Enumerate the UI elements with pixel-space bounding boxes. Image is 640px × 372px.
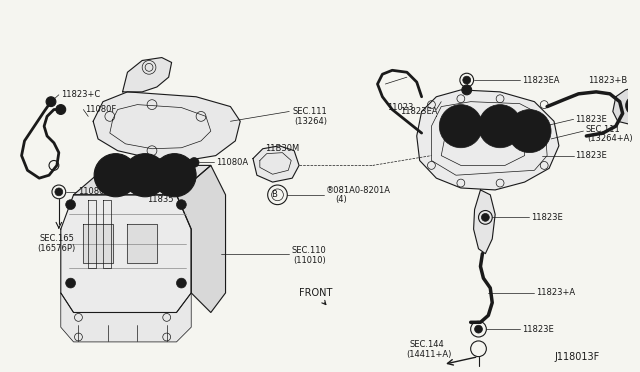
Circle shape: [463, 76, 470, 84]
Text: 11080FA: 11080FA: [79, 187, 115, 196]
Text: 11B30M: 11B30M: [265, 144, 299, 153]
Text: 11823E: 11823E: [522, 325, 554, 334]
Circle shape: [514, 115, 545, 147]
Text: 11080F: 11080F: [85, 105, 116, 114]
Text: SEC.111: SEC.111: [292, 107, 327, 116]
Text: (14411+A): (14411+A): [406, 350, 451, 359]
Circle shape: [56, 105, 66, 115]
Polygon shape: [417, 90, 559, 190]
Text: 11823+A: 11823+A: [536, 288, 575, 297]
Circle shape: [131, 160, 160, 190]
Circle shape: [160, 160, 189, 190]
Circle shape: [508, 109, 551, 153]
Text: 11823+C: 11823+C: [61, 90, 100, 99]
Polygon shape: [74, 166, 211, 195]
Circle shape: [475, 325, 483, 333]
Polygon shape: [127, 224, 157, 263]
Circle shape: [153, 154, 196, 197]
Circle shape: [66, 200, 76, 209]
Circle shape: [625, 96, 640, 115]
Text: J118013F: J118013F: [554, 352, 599, 362]
Circle shape: [479, 105, 522, 148]
Circle shape: [101, 160, 131, 190]
Text: SEC.144: SEC.144: [410, 340, 445, 349]
Circle shape: [439, 105, 483, 148]
Text: ®081A0-8201A: ®081A0-8201A: [326, 186, 390, 195]
Circle shape: [55, 188, 63, 196]
Text: SEC.165: SEC.165: [39, 234, 74, 243]
Text: 11823E: 11823E: [575, 115, 607, 124]
Circle shape: [462, 85, 472, 95]
Polygon shape: [93, 92, 240, 160]
Text: 11835: 11835: [147, 195, 173, 204]
Text: FRONT: FRONT: [299, 288, 332, 305]
Text: 11023: 11023: [387, 103, 413, 112]
Polygon shape: [152, 163, 188, 188]
Text: (16576P): (16576P): [37, 244, 76, 253]
Text: 11823EA: 11823EA: [522, 76, 559, 84]
Circle shape: [481, 214, 490, 221]
Circle shape: [46, 97, 56, 106]
Text: (13264): (13264): [294, 117, 327, 126]
Text: 11823E: 11823E: [575, 151, 607, 160]
Polygon shape: [177, 166, 225, 312]
Text: (4): (4): [335, 195, 347, 204]
Circle shape: [484, 110, 516, 142]
Circle shape: [177, 278, 186, 288]
Polygon shape: [83, 224, 113, 263]
Circle shape: [445, 110, 477, 142]
Circle shape: [124, 154, 166, 197]
Text: (13264+A): (13264+A): [588, 134, 633, 144]
Text: SEC.110: SEC.110: [291, 246, 326, 255]
Circle shape: [94, 154, 137, 197]
Text: 11823+B: 11823+B: [588, 76, 628, 84]
Text: 11080A: 11080A: [216, 158, 248, 167]
Polygon shape: [61, 293, 191, 342]
Polygon shape: [253, 146, 299, 182]
Circle shape: [189, 158, 199, 167]
Polygon shape: [123, 58, 172, 92]
Text: 11823EA: 11823EA: [400, 107, 438, 116]
Text: B: B: [271, 190, 278, 199]
Polygon shape: [613, 87, 640, 124]
Polygon shape: [61, 195, 191, 312]
Circle shape: [630, 100, 640, 112]
Text: SEC.111: SEC.111: [586, 125, 620, 134]
Text: (11010): (11010): [293, 256, 326, 265]
Text: 11823E: 11823E: [531, 213, 563, 222]
Circle shape: [177, 200, 186, 209]
Circle shape: [66, 278, 76, 288]
Polygon shape: [474, 190, 495, 254]
